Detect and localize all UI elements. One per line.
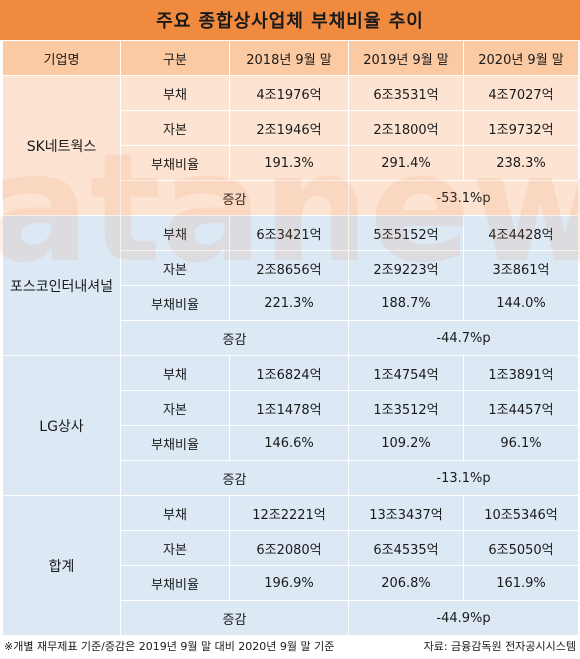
cell-value: 206.8% — [348, 565, 464, 601]
cell-value: 109.2% — [348, 425, 464, 461]
cell-value: 144.0% — [463, 285, 579, 321]
row-label: 부채비율 — [120, 285, 230, 321]
cell-value: 1조6824억 — [229, 355, 349, 391]
cell-value: 146.6% — [229, 425, 349, 461]
cell-value: 1조9732억 — [463, 110, 579, 146]
cell-value: 3조861억 — [463, 250, 579, 286]
row-label: 부채비율 — [120, 145, 230, 181]
table-row: 부채비율 191.3% 291.4% 238.3% — [3, 145, 579, 181]
header-row: 기업명 구분 2018년 9월 말 2019년 9월 말 2020년 9월 말 — [2, 40, 579, 76]
footnote: ※개별 재무제표 기준/증감은 2019년 9월 말 대비 2020년 9월 말… — [4, 640, 335, 653]
cell-value: 2조1946억 — [229, 110, 349, 146]
company-name: SK네트웍스 — [2, 75, 121, 216]
table-row: 부채비율 196.9% 206.8% 161.9% — [3, 565, 579, 601]
company-name: LG상사 — [2, 355, 121, 496]
table-title: 주요 종합상사업체 부채비율 추이 — [0, 0, 580, 40]
cell-value: 221.3% — [229, 285, 349, 321]
change-label: 증감 — [120, 320, 349, 356]
cell-value: 5조5152억 — [348, 215, 464, 251]
change-label: 증감 — [120, 600, 349, 636]
cell-value: 1조4457억 — [463, 390, 579, 426]
change-row: 증감 -44.9%p — [3, 600, 579, 636]
change-label: 증감 — [120, 460, 349, 496]
change-value: -44.7%p — [348, 320, 579, 356]
header-2018: 2018년 9월 말 — [229, 40, 349, 76]
footer: ※개별 재무제표 기준/증감은 2019년 9월 말 대비 2020년 9월 말… — [4, 636, 576, 656]
row-label: 부채 — [120, 355, 230, 391]
company-name: 포스코인터내셔널 — [2, 215, 121, 356]
table-row: 합계 부채 12조2221억 13조3437억 10조5346억 — [2, 495, 579, 636]
header-company: 기업명 — [2, 40, 121, 76]
group-sk-networks: SK네트웍스 부채 4조1976억 6조3531억 4조7027억 자본 2조1… — [2, 75, 579, 216]
cell-value: 6조3531억 — [348, 75, 464, 111]
cell-value: 1조4754억 — [348, 355, 464, 391]
change-row: 증감 -13.1%p — [3, 460, 579, 496]
cell-value: 1조1478억 — [229, 390, 349, 426]
row-label: 부채 — [120, 495, 230, 531]
cell-value: 4조4428억 — [463, 215, 579, 251]
row-label: 부채비율 — [120, 565, 230, 601]
row-label: 부채 — [120, 215, 230, 251]
cell-value: 1조3512억 — [348, 390, 464, 426]
cell-value: 2조8656억 — [229, 250, 349, 286]
table-row: 부채비율 221.3% 188.7% 144.0% — [3, 285, 579, 321]
header-2019: 2019년 9월 말 — [348, 40, 464, 76]
table-row: SK네트웍스 부채 4조1976억 6조3531억 4조7027억 — [2, 75, 579, 216]
row-label: 자본 — [120, 530, 230, 566]
change-row: 증감 -53.1%p — [3, 180, 579, 216]
row-label: 자본 — [120, 250, 230, 286]
source-note: 자료: 금융감독원 전자공시시스템 — [423, 640, 576, 653]
table-row: LG상사 부채 1조6824억 1조4754억 1조3891억 — [2, 355, 579, 496]
change-value: -44.9%p — [348, 600, 579, 636]
cell-value: 6조2080억 — [229, 530, 349, 566]
group-posco-international: 포스코인터내셔널 부채 6조3421억 5조5152억 4조4428억 자본 2… — [2, 215, 579, 356]
cell-value: 6조5050억 — [463, 530, 579, 566]
change-label: 증감 — [120, 180, 349, 216]
row-label: 자본 — [120, 110, 230, 146]
cell-value: 191.3% — [229, 145, 349, 181]
company-name: 합계 — [2, 495, 121, 636]
cell-value: 291.4% — [348, 145, 464, 181]
cell-value: 1조3891억 — [463, 355, 579, 391]
table-row: 부채비율 146.6% 109.2% 96.1% — [3, 425, 579, 461]
cell-value: 188.7% — [348, 285, 464, 321]
row-label: 부채 — [120, 75, 230, 111]
cell-value: 12조2221억 — [229, 495, 349, 531]
row-label: 자본 — [120, 390, 230, 426]
table-row: 자본 2조1946억 2조1800억 1조9732억 — [3, 110, 579, 146]
group-lg-international: LG상사 부채 1조6824억 1조4754억 1조3891억 자본 1조147… — [2, 355, 579, 496]
cell-value: 96.1% — [463, 425, 579, 461]
cell-value: 6조4535억 — [348, 530, 464, 566]
change-value: -53.1%p — [348, 180, 579, 216]
debt-ratio-table: 기업명 구분 2018년 9월 말 2019년 9월 말 2020년 9월 말 … — [2, 40, 579, 636]
cell-value: 4조1976억 — [229, 75, 349, 111]
cell-value: 2조9223억 — [348, 250, 464, 286]
header-2020: 2020년 9월 말 — [463, 40, 579, 76]
cell-value: 6조3421억 — [229, 215, 349, 251]
group-total: 합계 부채 12조2221억 13조3437억 10조5346억 자본 6조20… — [2, 495, 579, 636]
table-row: 자본 2조8656억 2조9223억 3조861억 — [3, 250, 579, 286]
cell-value: 10조5346억 — [463, 495, 579, 531]
cell-value: 4조7027억 — [463, 75, 579, 111]
row-label: 부채비율 — [120, 425, 230, 461]
cell-value: 238.3% — [463, 145, 579, 181]
table-row: 포스코인터내셔널 부채 6조3421억 5조5152억 4조4428억 — [2, 215, 579, 356]
change-value: -13.1%p — [348, 460, 579, 496]
table-row: 자본 1조1478억 1조3512억 1조4457억 — [3, 390, 579, 426]
change-row: 증감 -44.7%p — [3, 320, 579, 356]
table-row: 자본 6조2080억 6조4535억 6조5050억 — [3, 530, 579, 566]
header-category: 구분 — [120, 40, 230, 76]
cell-value: 13조3437억 — [348, 495, 464, 531]
cell-value: 2조1800억 — [348, 110, 464, 146]
cell-value: 196.9% — [229, 565, 349, 601]
cell-value: 161.9% — [463, 565, 579, 601]
